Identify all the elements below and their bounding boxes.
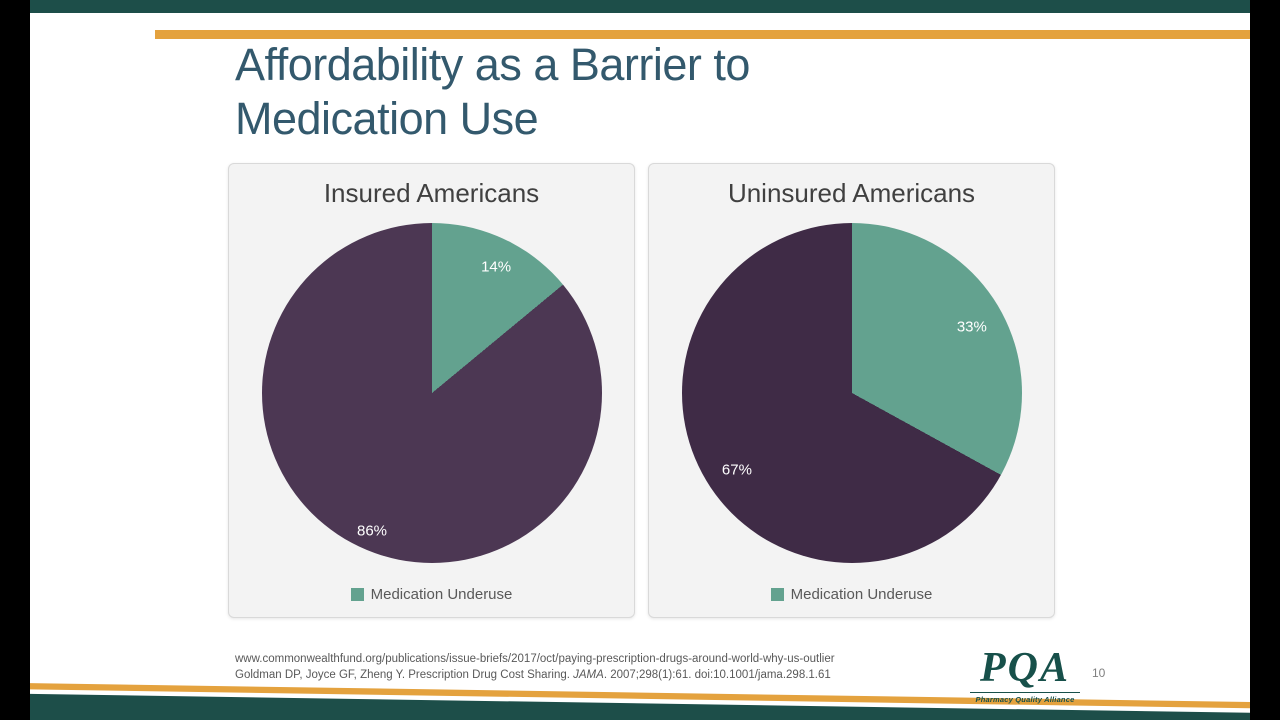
citation-journal-name: JAMA [573,669,604,682]
pqa-logo-caption: Pharmacy Quality Alliance [970,692,1080,704]
citation-line2-rest: . 2007;298(1):61. doi:10.1001/jama.298.1… [603,669,831,682]
chart-legend-uninsured: Medication Underuse [649,586,1054,603]
slide-title: Affordability as a Barrier to Medication… [235,38,750,146]
legend-label: Medication Underuse [790,586,933,603]
pqa-logo-text: PQA [980,645,1070,691]
chart-legend-insured: Medication Underuse [229,586,634,603]
legend-swatch [350,588,364,601]
pie-chart-insured: 14% 86% [261,223,602,563]
chart-title-insured: Insured Americans [323,178,540,208]
slide: Affordability as a Barrier to Medication… [30,0,1250,720]
bottom-decoration [30,675,1250,720]
top-bar [30,0,1250,13]
citation-line2: Goldman DP, Joyce GF, Zheng Y. Prescript… [235,667,835,683]
letterbox-right [1250,0,1280,720]
pie-slice-label-teal: 14% [481,258,512,276]
pqa-logo: PQA Pharmacy Quality Alliance [970,646,1080,704]
legend-swatch [770,588,784,601]
pie-slice-label-teal: 33% [956,318,987,336]
citation: www.commonwealthfund.org/publications/is… [235,651,835,683]
chart-title-uninsured: Uninsured Americans [727,178,976,208]
pie-chart-uninsured: 33% 67% [681,223,1022,563]
pie-slice-label-purple: 86% [356,522,388,540]
page-number: 10 [1092,666,1106,680]
citation-line2-text: Goldman DP, Joyce GF, Zheng Y. Prescript… [235,669,574,682]
slide-title-line1: Affordability as a Barrier to [235,39,750,90]
charts-row: Insured Americans 14% 86% Medication Und… [228,163,1055,618]
citation-line1: www.commonwealthfund.org/publications/is… [235,653,835,665]
chart-panel-insured: Insured Americans 14% 86% Medication Und… [228,163,635,618]
slide-title-line2: Medication Use [235,93,539,144]
gold-accent-bar [155,30,1250,39]
legend-label: Medication Underuse [370,586,513,603]
chart-panel-uninsured: Uninsured Americans 33% 67% Medication U… [648,163,1055,618]
letterbox-left [0,0,30,720]
pie-slice-label-purple: 67% [721,461,752,478]
